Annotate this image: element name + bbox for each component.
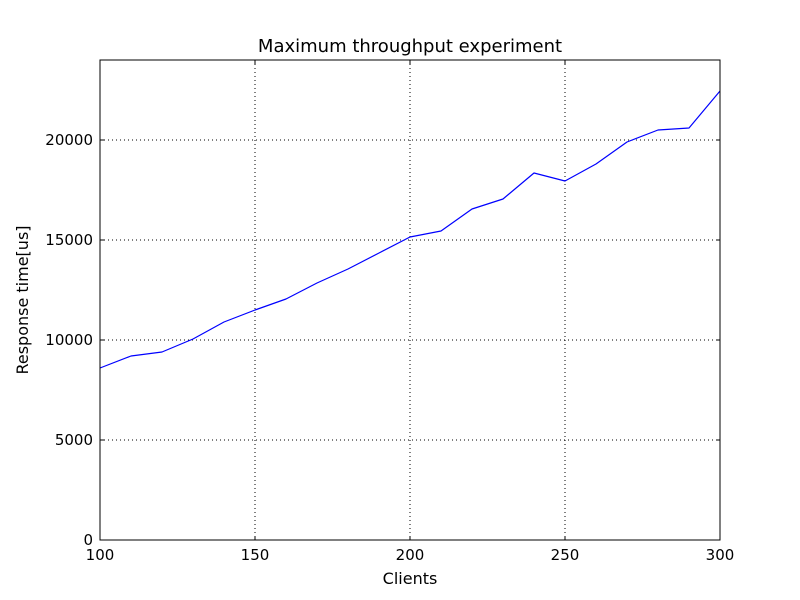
x-tick-label: 150 (241, 546, 270, 564)
y-tick-label: 15000 (45, 231, 93, 249)
x-tick-label: 300 (706, 546, 735, 564)
x-axis-label: Clients (383, 569, 438, 588)
series-line (99, 90, 721, 369)
y-tick-label: 10000 (45, 331, 93, 349)
chart-title: Maximum throughput experiment (258, 36, 562, 57)
tick-labels: 100 150 200 250 300 0 5000 10000 15000 20000 (45, 131, 734, 564)
grid-lines (100, 60, 720, 540)
y-axis-label: Response time[us] (13, 225, 32, 374)
y-tick-label: 0 (83, 531, 93, 549)
x-tick-label: 200 (396, 546, 425, 564)
y-tick-label: 5000 (55, 431, 93, 449)
x-tick-label: 250 (551, 546, 580, 564)
y-tick-label: 20000 (45, 131, 93, 149)
plot-area-frame (99, 59, 721, 541)
data-lines (99, 90, 721, 369)
x-tick-label: 100 (86, 546, 115, 564)
